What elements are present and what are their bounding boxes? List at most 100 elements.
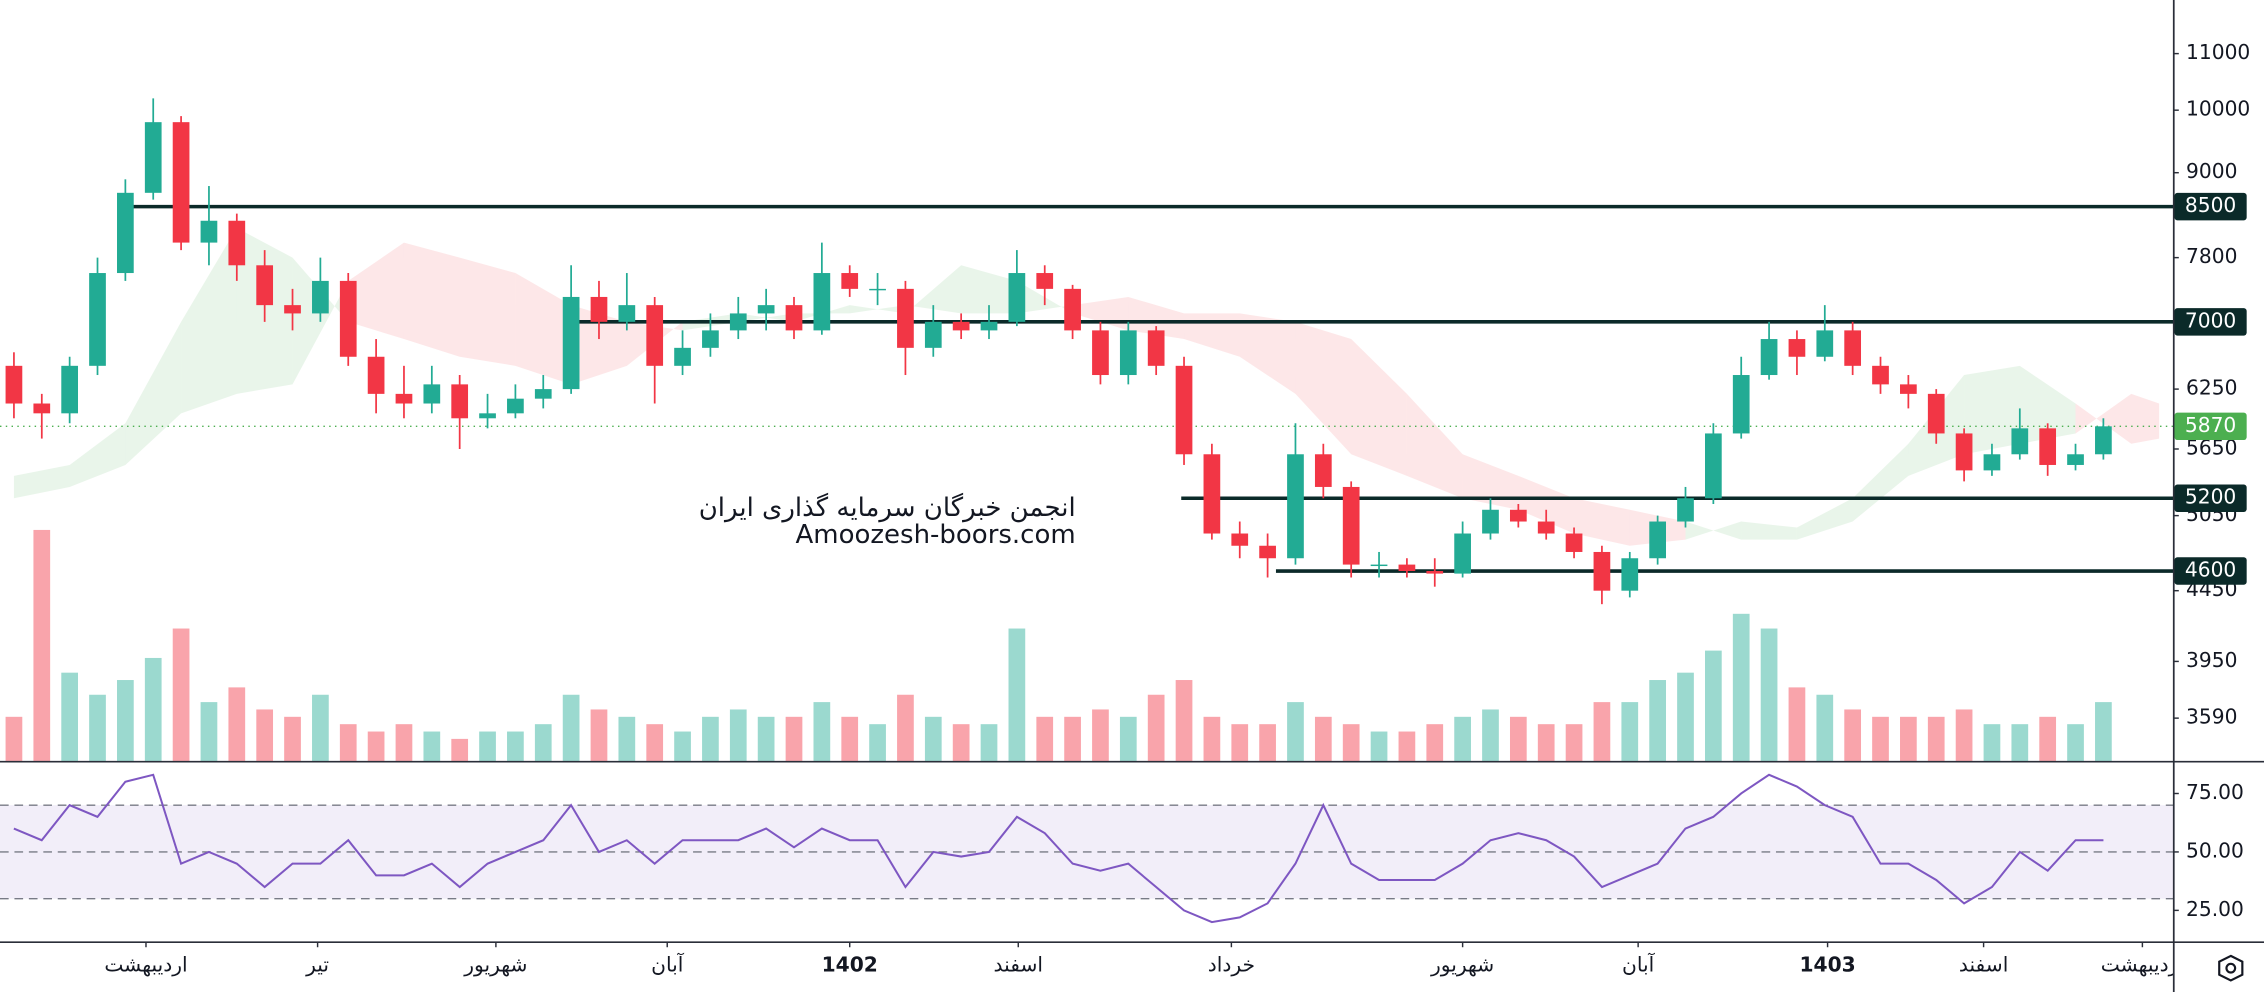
candle-body bbox=[1621, 558, 1639, 591]
volume-bar bbox=[33, 529, 51, 761]
candle-body bbox=[1565, 533, 1583, 552]
candle-body bbox=[1231, 533, 1249, 546]
cloud-segment bbox=[1518, 475, 1575, 534]
volume-bar bbox=[1482, 709, 1499, 761]
candle-body bbox=[1454, 533, 1471, 574]
candle-body bbox=[172, 122, 190, 243]
volume-bar bbox=[1426, 724, 1444, 761]
level-label: 8500 bbox=[2185, 193, 2236, 217]
cloud-segment bbox=[1852, 443, 1909, 522]
cloud-segment bbox=[2131, 393, 2160, 444]
volume-bar bbox=[757, 716, 775, 761]
volume-bar bbox=[1593, 702, 1611, 761]
x-tick-label: اردیبهشت bbox=[2101, 953, 2184, 977]
volume-bar bbox=[1036, 716, 1054, 761]
volume-bar bbox=[2067, 724, 2084, 761]
cloud-segment bbox=[961, 265, 1017, 314]
y-tick-label: 10000 bbox=[2186, 97, 2250, 121]
candle-body bbox=[1983, 454, 2001, 471]
y-tick-label: 6250 bbox=[2186, 376, 2237, 400]
cloud-segment bbox=[459, 257, 516, 366]
candle-body bbox=[2067, 454, 2084, 465]
rsi-pane bbox=[0, 773, 2174, 924]
x-tick-label: اسفند bbox=[994, 953, 1043, 977]
cloud-segment bbox=[1574, 498, 1630, 546]
candle-body bbox=[1649, 521, 1666, 559]
volume-bar bbox=[1900, 716, 1917, 761]
x-tick-label: 1403 bbox=[1799, 953, 1855, 977]
volume-bar bbox=[1287, 702, 1304, 761]
volume-bar bbox=[646, 724, 664, 761]
cloud-segment bbox=[1462, 454, 1519, 510]
candle-body bbox=[395, 393, 413, 404]
cloud-segment bbox=[1016, 280, 1073, 314]
cloud-segment bbox=[181, 227, 237, 414]
x-tick-label: خرداد bbox=[1208, 953, 1255, 977]
y-tick-label: 7800 bbox=[2186, 244, 2237, 268]
x-tick-label: شهریور bbox=[1430, 953, 1494, 977]
level-badge bbox=[2174, 192, 2247, 221]
candle-body bbox=[2011, 428, 2029, 455]
candle-body bbox=[869, 288, 886, 291]
cloud-segment bbox=[849, 305, 906, 314]
candle-body bbox=[1147, 330, 1165, 366]
candle-body bbox=[1732, 375, 1750, 434]
volume-bar bbox=[924, 716, 942, 761]
candle-body bbox=[61, 365, 79, 414]
candle-body bbox=[1900, 384, 1917, 394]
candle-body bbox=[1064, 288, 1081, 331]
candle-body bbox=[367, 356, 385, 394]
x-tick-label: شهریور bbox=[463, 953, 527, 977]
volume-bar bbox=[479, 731, 496, 761]
volume-bar bbox=[841, 716, 859, 761]
price-pane bbox=[0, 98, 2174, 761]
x-tick-label: تیر bbox=[305, 953, 329, 977]
candle-body bbox=[729, 313, 747, 331]
volume-bar bbox=[117, 680, 134, 761]
volume-bar bbox=[534, 724, 552, 761]
candle-body bbox=[1175, 365, 1193, 455]
volume-bar bbox=[144, 657, 162, 761]
level-label: 7000 bbox=[2185, 308, 2236, 332]
volume-bar bbox=[1649, 680, 1666, 761]
settings-dot[interactable] bbox=[2225, 962, 2237, 974]
candle-body bbox=[1927, 393, 1945, 434]
volume-bar bbox=[1092, 709, 1109, 761]
candle-body bbox=[590, 296, 608, 322]
candle-body bbox=[144, 122, 162, 193]
volume-bar bbox=[1955, 709, 1973, 761]
volume-bar bbox=[952, 724, 970, 761]
candle-body bbox=[200, 220, 218, 243]
x-tick-label: اسفند bbox=[1959, 953, 2008, 977]
cloud-segment bbox=[1128, 296, 1185, 340]
volume-bar bbox=[1398, 731, 1416, 761]
volume-bar bbox=[980, 724, 998, 761]
volume-bar bbox=[395, 724, 413, 761]
candle-body bbox=[33, 403, 51, 414]
candle-body bbox=[534, 389, 552, 399]
volume-bar bbox=[702, 716, 719, 761]
volume-bar bbox=[1259, 724, 1276, 761]
candle-body bbox=[312, 280, 329, 314]
settings-icon[interactable] bbox=[2218, 954, 2244, 982]
candle-body bbox=[813, 273, 831, 331]
settings-hexagon[interactable] bbox=[2218, 954, 2244, 982]
cloud-segment bbox=[2019, 365, 2076, 444]
volume-bar bbox=[869, 724, 886, 761]
cloud-segment bbox=[571, 305, 627, 385]
cloud-segment bbox=[1295, 321, 1352, 455]
cloud-segment bbox=[1239, 313, 1296, 394]
x-tick-label: اردیبهشت bbox=[104, 953, 187, 977]
candle-body bbox=[1203, 454, 1221, 534]
volume-bar bbox=[1370, 731, 1388, 761]
y-tick-label: 3590 bbox=[2186, 705, 2237, 729]
candle-body bbox=[897, 288, 914, 348]
candle-body bbox=[479, 413, 496, 419]
volume-bar bbox=[423, 731, 441, 761]
cloud-segment bbox=[69, 423, 126, 487]
rsi-line bbox=[13, 773, 2104, 924]
volume-bar bbox=[674, 731, 691, 761]
volume-bar bbox=[1704, 650, 1722, 761]
volume-bar bbox=[367, 731, 385, 761]
